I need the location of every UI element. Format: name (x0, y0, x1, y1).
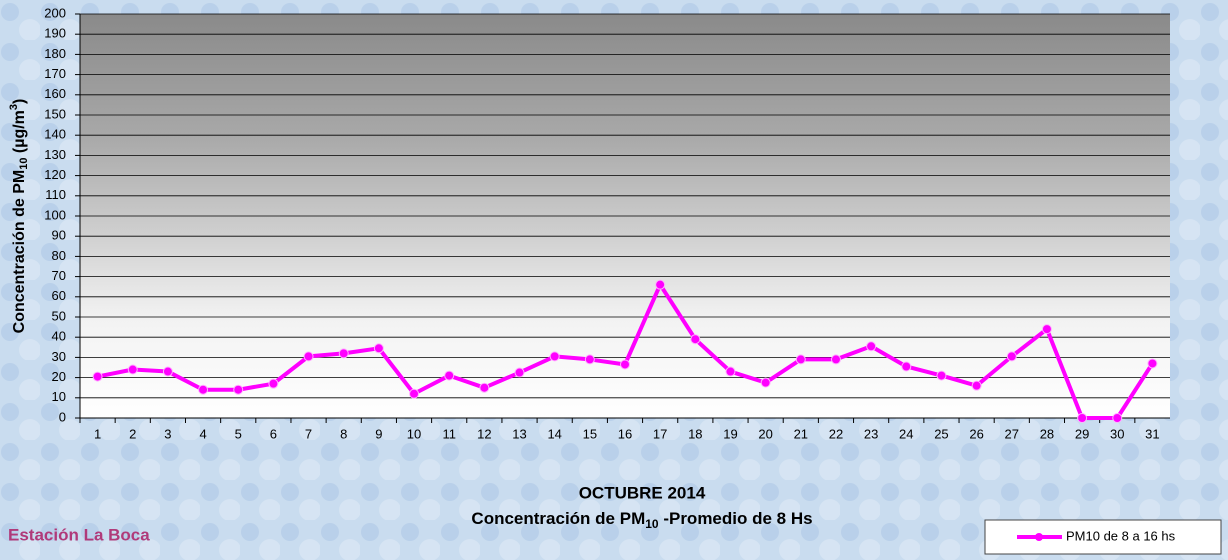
data-point (1077, 413, 1088, 423)
x-tick-label: 20 (758, 426, 772, 441)
data-point (233, 384, 244, 395)
y-tick-label: 170 (44, 66, 66, 81)
x-tick-label: 18 (688, 426, 702, 441)
data-point (725, 366, 736, 377)
data-point (1006, 351, 1017, 362)
y-tick-label: 30 (52, 349, 66, 364)
x-tick-label: 7 (305, 426, 312, 441)
data-point (127, 364, 138, 375)
chart-title: OCTUBRE 2014 (579, 483, 706, 502)
legend-label: PM10 de 8 a 16 hs (1066, 528, 1176, 543)
data-point (971, 380, 982, 391)
x-tick-label: 1 (94, 426, 101, 441)
x-tick-label: 23 (864, 426, 878, 441)
data-point (1147, 358, 1158, 369)
legend-marker (1035, 533, 1043, 541)
x-tick-label: 16 (618, 426, 632, 441)
data-point (620, 359, 630, 370)
data-point (373, 343, 384, 354)
y-tick-label: 70 (52, 268, 66, 283)
x-tick-label: 26 (969, 426, 983, 441)
x-tick-label: 21 (794, 426, 808, 441)
x-tick-label: 28 (1040, 426, 1054, 441)
x-tick-label: 29 (1075, 426, 1089, 441)
x-tick-label: 24 (899, 426, 913, 441)
data-point (795, 354, 806, 365)
x-tick-label: 9 (375, 426, 382, 441)
x-tick-label: 27 (1005, 426, 1019, 441)
y-tick-label: 190 (44, 26, 66, 41)
x-tick-label: 4 (199, 426, 206, 441)
y-tick-label: 50 (52, 308, 66, 323)
data-point (268, 378, 279, 389)
station-label: Estación La Boca (8, 525, 150, 544)
y-axis-label: Concentración de PM10 (µg/m3) (8, 99, 30, 334)
data-point (866, 341, 877, 352)
y-tick-label: 100 (44, 207, 66, 222)
data-point (760, 377, 771, 388)
y-tick-label: 10 (52, 389, 66, 404)
y-tick-label: 140 (44, 127, 66, 142)
x-tick-label: 17 (653, 426, 667, 441)
data-point (549, 351, 560, 362)
data-point (162, 366, 173, 377)
data-point (690, 334, 701, 345)
x-tick-label: 25 (934, 426, 948, 441)
x-tick-label: 3 (164, 426, 171, 441)
x-tick-label: 2 (129, 426, 136, 441)
data-point (655, 279, 666, 290)
x-tick-label: 13 (512, 426, 526, 441)
data-point (198, 384, 209, 395)
data-point (444, 370, 455, 381)
data-point (936, 370, 947, 381)
x-tick-label: 22 (829, 426, 843, 441)
y-tick-label: 120 (44, 167, 66, 182)
x-tick-label: 15 (583, 426, 597, 441)
y-tick-label: 150 (44, 106, 66, 121)
y-tick-label: 130 (44, 147, 66, 162)
x-tick-label: 11 (442, 426, 456, 441)
y-tick-label: 40 (52, 329, 66, 344)
x-tick-label: 30 (1110, 426, 1124, 441)
y-tick-label: 60 (52, 288, 66, 303)
data-point (1041, 324, 1052, 335)
y-tick-label: 90 (52, 228, 66, 243)
data-point (338, 348, 349, 359)
x-tick-label: 19 (723, 426, 737, 441)
y-tick-label: 0 (59, 409, 66, 424)
x-tick-label: 5 (235, 426, 242, 441)
data-point (901, 361, 912, 372)
data-point (584, 354, 595, 365)
x-tick-label: 8 (340, 426, 347, 441)
x-tick-label: 12 (477, 426, 491, 441)
data-point (303, 351, 314, 362)
y-tick-label: 180 (44, 46, 66, 61)
x-tick-label: 10 (407, 426, 421, 441)
data-point (830, 354, 841, 365)
data-point (514, 367, 525, 378)
x-tick-label: 14 (547, 426, 561, 441)
data-point (409, 388, 420, 399)
y-tick-label: 20 (52, 369, 66, 384)
y-tick-label: 80 (52, 248, 66, 263)
data-point (92, 371, 103, 382)
data-point (1112, 413, 1123, 423)
x-tick-label: 31 (1145, 426, 1159, 441)
y-tick-label: 200 (44, 5, 66, 20)
y-tick-label: 110 (45, 187, 66, 202)
chart-subtitle: Concentración de PM10 -Promedio de 8 Hs (471, 509, 812, 531)
y-tick-label: 160 (44, 86, 66, 101)
data-point (479, 382, 490, 393)
x-tick-label: 6 (270, 426, 277, 441)
